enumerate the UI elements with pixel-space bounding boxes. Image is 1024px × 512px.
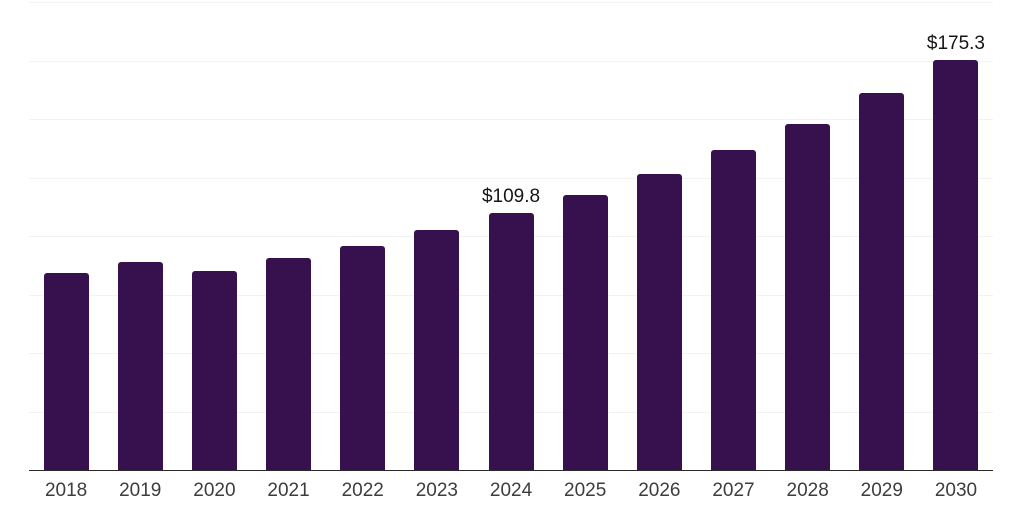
x-axis-line [29, 470, 993, 471]
bar-2022 [340, 245, 386, 470]
x-tick-2023: 2023 [415, 480, 458, 501]
gridline [29, 177, 993, 179]
x-tick-2018: 2018 [44, 480, 88, 501]
x-tick-2026: 2026 [638, 480, 681, 501]
bar-2030 [933, 59, 979, 470]
x-tick-2028: 2028 [786, 480, 829, 501]
value-label-2030: $175.3 [926, 32, 986, 54]
bar-slot-2029 [845, 2, 919, 470]
bar-slot-2018 [29, 2, 103, 470]
bar-slot-2028 [771, 2, 845, 470]
bar-2021 [266, 257, 312, 470]
x-tick-2019: 2019 [119, 480, 162, 501]
bar-slot-2027 [696, 2, 770, 470]
bar-slot-2019 [103, 2, 177, 470]
gridline [29, 2, 993, 3]
bar-slot-2023 [400, 2, 474, 470]
bar-slot-2022 [326, 2, 400, 470]
bar-slot-2024: $109.8 [474, 2, 548, 470]
x-axis-labels: 2018 2019 2020 2021 2022 2023 2024 2025 2026 2027… [29, 480, 993, 502]
bar-2025 [562, 195, 608, 470]
gridline [29, 119, 993, 120]
bar-2029 [859, 93, 905, 470]
bar-2024 [488, 213, 534, 470]
value-label-2024: $109.8 [481, 186, 541, 208]
bar-slot-2030: $175.3 [919, 2, 993, 470]
x-tick-2024: 2024 [489, 480, 533, 501]
x-tick-2020: 2020 [193, 480, 236, 501]
x-tick-2025: 2025 [564, 480, 607, 501]
bars-container: $109.8 $175.3 [29, 2, 993, 470]
bar-2026 [636, 174, 682, 470]
bar-slot-2021 [251, 2, 325, 470]
bar-2028 [785, 123, 831, 470]
bar-2019 [117, 261, 163, 470]
bar-chart: $109.8 $175.3 2018 2019 2020 2021 2022 2023 202… [29, 2, 993, 502]
bar-2018 [43, 273, 89, 470]
plot-area: $109.8 $175.3 [29, 2, 993, 471]
bar-slot-2025 [548, 2, 622, 470]
x-tick-2021: 2021 [267, 480, 310, 501]
bar-2020 [191, 270, 237, 470]
x-tick-2022: 2022 [341, 480, 384, 501]
x-tick-2027: 2027 [712, 480, 755, 501]
x-tick-2030: 2030 [934, 480, 978, 501]
gridline [29, 60, 993, 62]
bar-2027 [710, 150, 756, 470]
bar-slot-2026 [622, 2, 696, 470]
bar-2023 [414, 230, 460, 470]
bar-slot-2020 [177, 2, 251, 470]
x-tick-2029: 2029 [860, 480, 903, 501]
